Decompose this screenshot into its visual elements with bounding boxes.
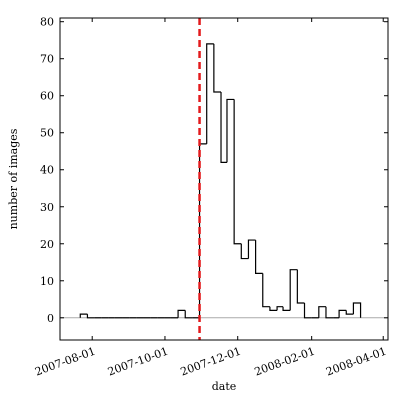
histogram-step <box>338 309 347 318</box>
histogram-step <box>352 302 362 318</box>
histogram-step <box>86 314 95 319</box>
y-tick-label: 50 <box>40 127 54 140</box>
y-tick-label: 80 <box>40 16 54 29</box>
plot-frame <box>59 17 389 341</box>
x-tick-label: 2008-04-01 <box>324 345 388 379</box>
histogram-step <box>262 273 270 308</box>
histogram-step <box>220 92 227 163</box>
histogram-step <box>233 99 242 245</box>
histogram-step <box>240 243 249 260</box>
histogram-step <box>318 306 326 318</box>
histogram-step <box>289 269 298 311</box>
y-tick-label: 10 <box>40 275 54 288</box>
y-tick-label: 20 <box>40 238 54 251</box>
histogram-step <box>303 302 312 319</box>
histogram-step <box>213 43 222 93</box>
y-tick-label: 0 <box>47 312 54 325</box>
histogram-step <box>206 43 214 144</box>
y-tick-label: 40 <box>40 164 54 177</box>
x-tick-label: 2007-10-01 <box>106 345 170 379</box>
histogram-step <box>269 306 278 311</box>
histogram-step <box>276 306 284 311</box>
histogram-step <box>325 306 334 319</box>
histogram-step <box>247 239 256 259</box>
histogram-step <box>296 269 305 304</box>
histogram-step <box>282 306 291 311</box>
histogram-step <box>255 240 263 274</box>
histogram-step <box>345 310 354 315</box>
x-axis-label: date <box>212 380 237 393</box>
y-tick-label: 70 <box>40 53 54 66</box>
x-tick-label: 2007-12-01 <box>179 345 243 379</box>
y-axis-label: number of images <box>7 128 20 229</box>
histogram-step <box>184 310 193 319</box>
histogram-step <box>79 313 88 318</box>
y-tick-label: 60 <box>40 90 54 103</box>
histogram-step <box>226 98 235 163</box>
x-tick-label: 2008-02-01 <box>253 345 317 379</box>
x-tick-label: 2007-08-01 <box>33 345 97 379</box>
histogram-step <box>177 309 186 318</box>
y-tick-label: 30 <box>40 201 54 214</box>
